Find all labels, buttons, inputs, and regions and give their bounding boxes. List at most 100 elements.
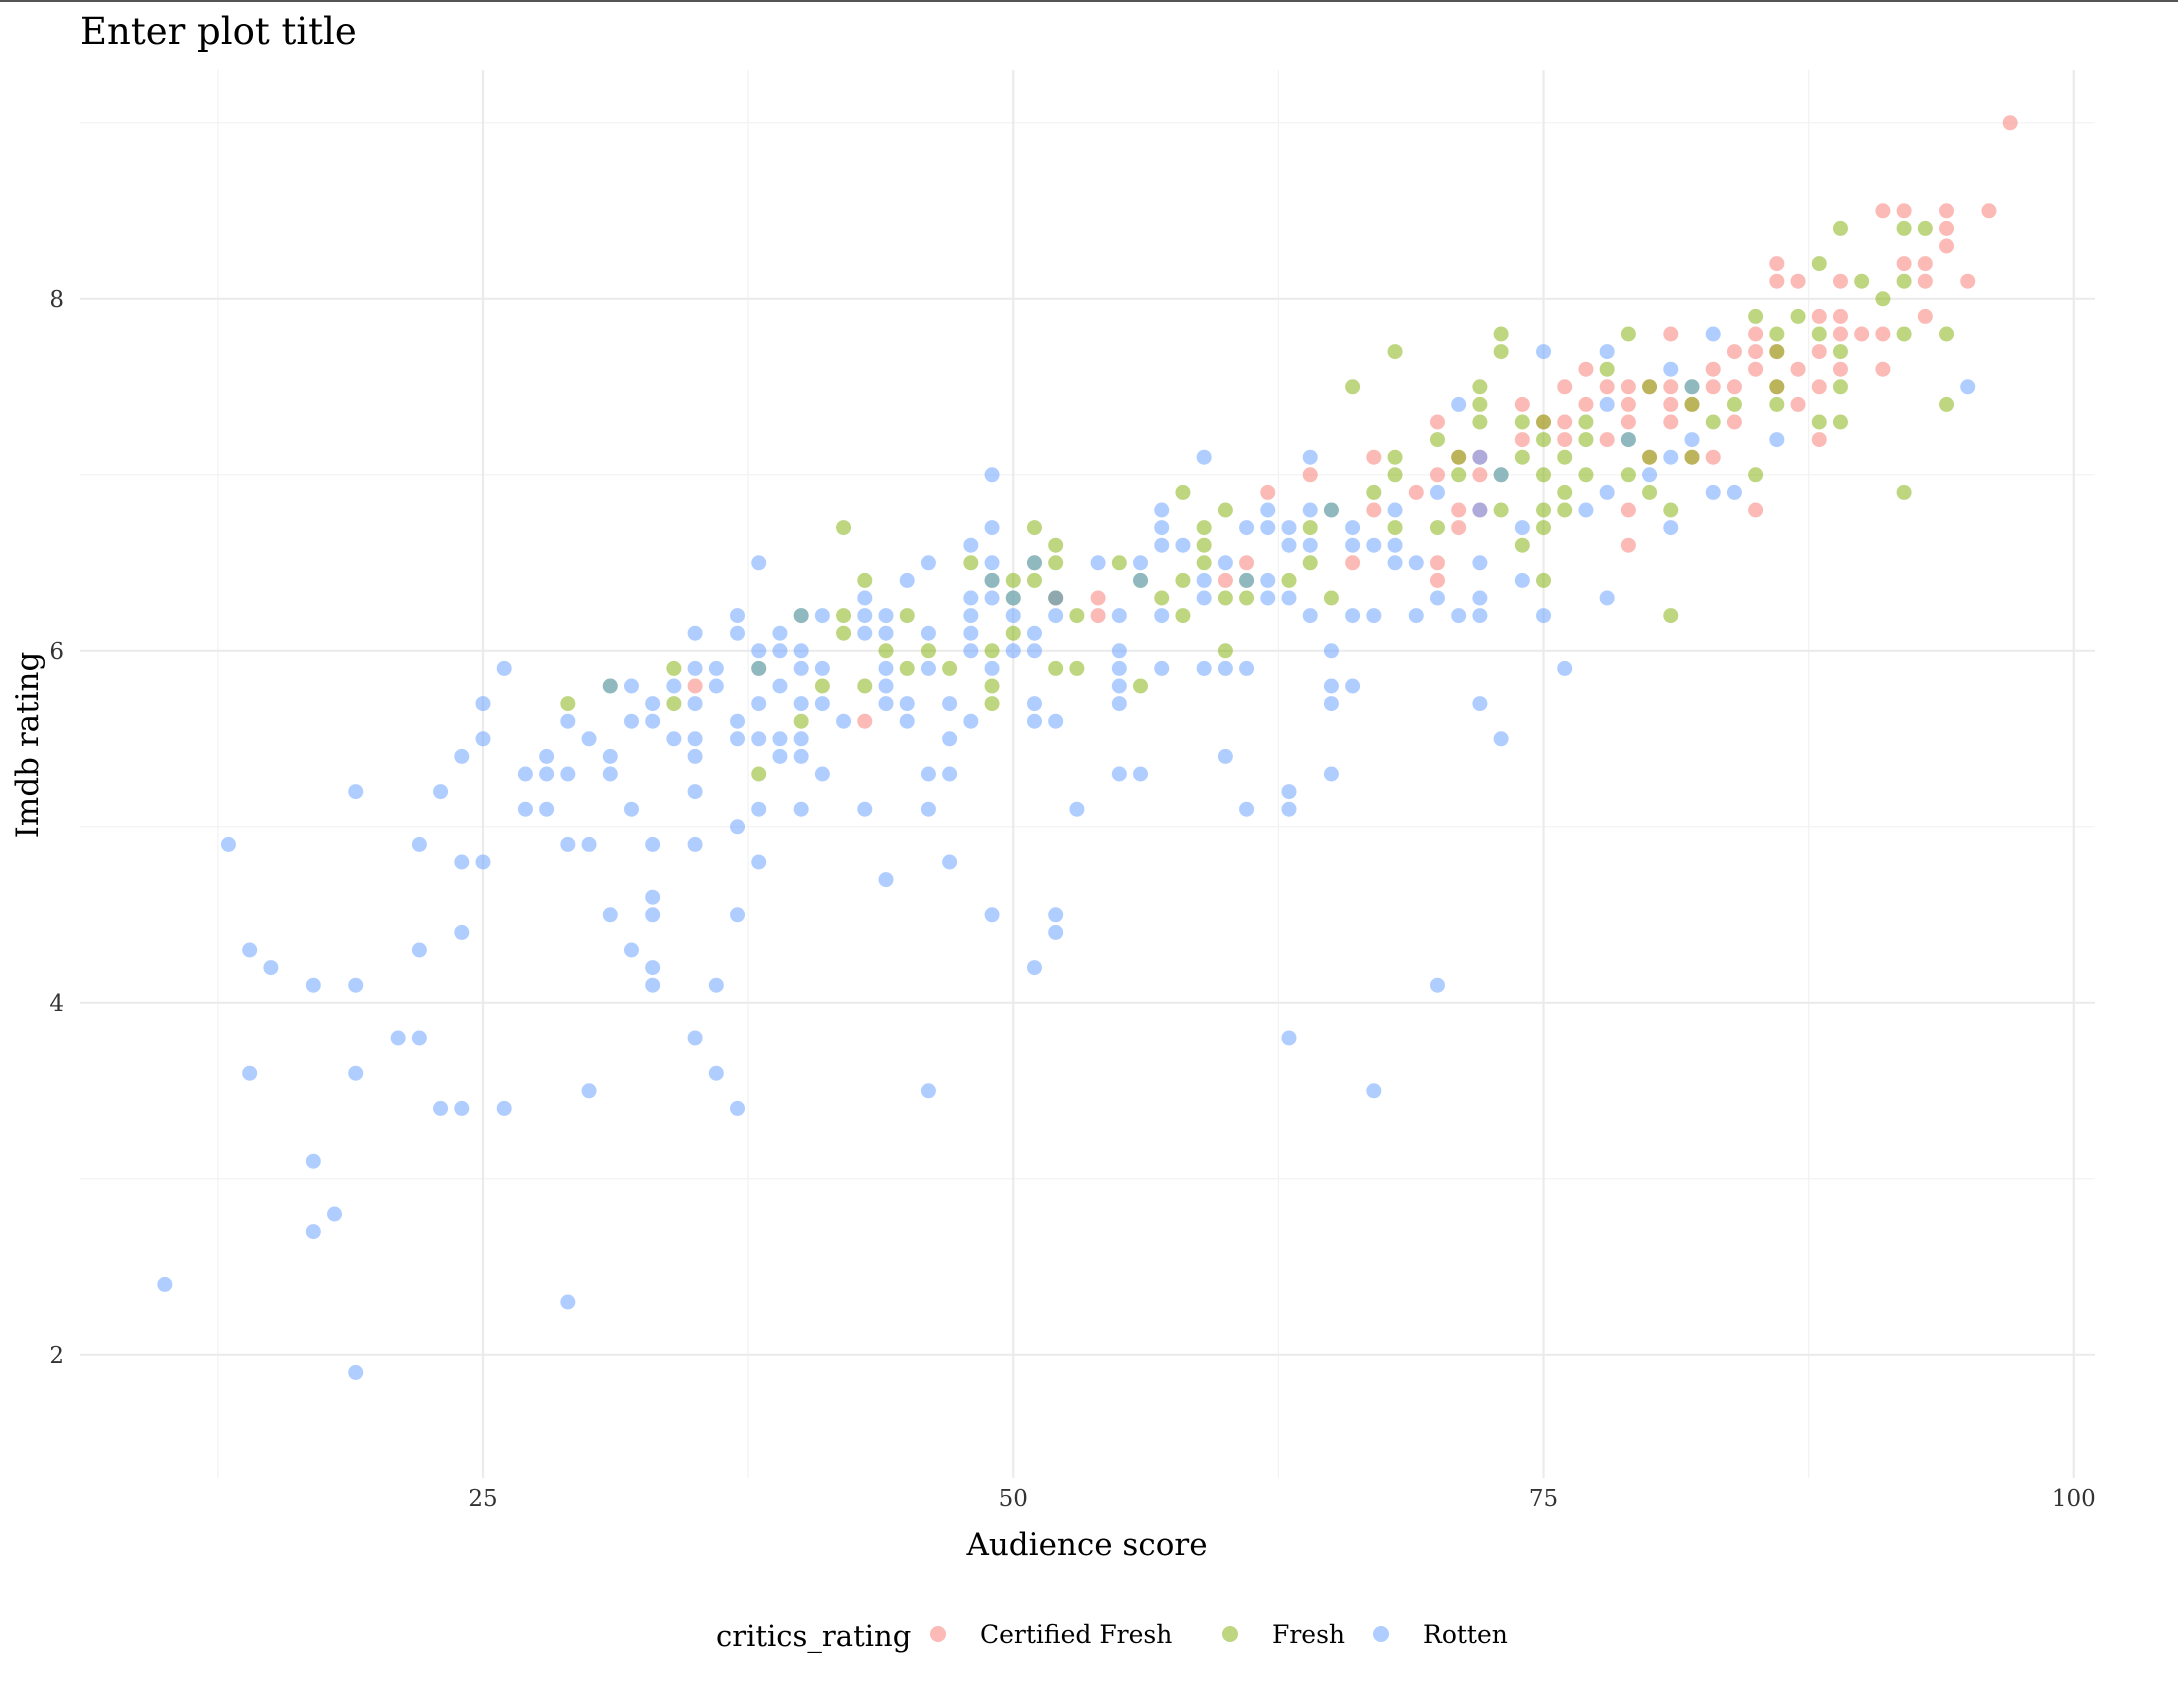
- point-rotten: [708, 678, 724, 694]
- point-rotten: [942, 731, 958, 747]
- point-fresh: [1536, 467, 1552, 483]
- point-rotten: [454, 748, 470, 764]
- point-fresh: [1536, 572, 1552, 588]
- point-certified-fresh: [1451, 520, 1467, 536]
- point-rotten: [1408, 555, 1424, 571]
- point-rotten: [963, 537, 979, 553]
- point-rotten: [1260, 572, 1276, 588]
- point-rotten: [602, 766, 618, 782]
- point-rotten: [793, 660, 809, 676]
- point-rotten: [1111, 678, 1127, 694]
- point-rotten: [623, 801, 639, 817]
- point-rotten: [751, 696, 767, 712]
- point-certified-fresh: [1599, 432, 1615, 448]
- point-fresh: [1217, 502, 1233, 518]
- point-rotten: [411, 1030, 427, 1046]
- point-rotten: [942, 766, 958, 782]
- point-rotten: [1154, 520, 1170, 536]
- point-certified-fresh: [1769, 273, 1785, 289]
- point-fresh: [1790, 308, 1806, 324]
- point-fresh: [1896, 326, 1912, 342]
- point-rotten: [751, 854, 767, 870]
- point-fresh: [1536, 520, 1552, 536]
- point-rotten: [1196, 572, 1212, 588]
- point-rotten: [539, 748, 555, 764]
- point-certified-fresh: [1663, 326, 1679, 342]
- point-rotten: [814, 660, 830, 676]
- point-fresh: [1939, 326, 1955, 342]
- point-fresh: [1175, 608, 1191, 624]
- point-rotten: [857, 625, 873, 641]
- point-certified-fresh: [1260, 484, 1276, 500]
- point-rotten: [1578, 502, 1594, 518]
- point-rotten: [1154, 608, 1170, 624]
- chart-title: Enter plot title: [80, 10, 357, 53]
- point-certified-fresh: [1239, 555, 1255, 571]
- point-fresh: [1748, 308, 1764, 324]
- point-fresh: [1196, 537, 1212, 553]
- point-rotten: [496, 660, 512, 676]
- x-axis-title: Audience score: [965, 1527, 1207, 1563]
- y-tick-label: 4: [49, 991, 64, 1017]
- point-certified-fresh: [1811, 379, 1827, 395]
- point-certified-fresh: [1090, 608, 1106, 624]
- point-fresh: [1726, 396, 1742, 412]
- point-rotten: [1323, 678, 1339, 694]
- point-rotten: [305, 1224, 321, 1240]
- point-fresh: [1026, 572, 1042, 588]
- point-fresh: [666, 696, 682, 712]
- point-fresh: [793, 713, 809, 729]
- point-rotten: [857, 801, 873, 817]
- point-certified-fresh: [1917, 273, 1933, 289]
- point-fresh: [1026, 520, 1042, 536]
- point-rotten: [857, 608, 873, 624]
- point-fresh: [1896, 484, 1912, 500]
- point-fresh: [1429, 520, 1445, 536]
- point-fresh: [942, 660, 958, 676]
- point-fresh: [1048, 660, 1064, 676]
- point-rotten: [1557, 660, 1573, 676]
- point-rotten: [814, 696, 830, 712]
- point-rotten: [687, 836, 703, 852]
- point-rotten: [348, 1364, 364, 1380]
- point-rotten: [1048, 713, 1064, 729]
- point-certified-fresh: [1578, 361, 1594, 377]
- point-rotten: [984, 555, 1000, 571]
- point-certified-fresh: [1811, 432, 1827, 448]
- point-fresh: [1281, 572, 1297, 588]
- point-fresh: [1451, 467, 1467, 483]
- point-fresh: [1557, 502, 1573, 518]
- point-fresh: [1832, 414, 1848, 430]
- point-rotten: [1281, 537, 1297, 553]
- point-rotten: [984, 590, 1000, 606]
- point-rotten: [623, 713, 639, 729]
- point-certified-fresh: [1090, 590, 1106, 606]
- point-rotten: [963, 608, 979, 624]
- point-rotten: [730, 1100, 746, 1116]
- point-rotten: [1620, 432, 1636, 448]
- point-rotten: [1472, 502, 1488, 518]
- point-fresh: [1854, 273, 1870, 289]
- point-rotten: [1026, 625, 1042, 641]
- point-fresh: [814, 678, 830, 694]
- point-rotten: [1323, 502, 1339, 518]
- point-rotten: [687, 696, 703, 712]
- legend-label-fresh: Fresh: [1272, 1620, 1345, 1649]
- legend-label-rotten: Rotten: [1423, 1620, 1508, 1649]
- point-rotten: [878, 608, 894, 624]
- legend-label-certified-fresh: Certified Fresh: [980, 1620, 1172, 1649]
- point-fresh: [963, 555, 979, 571]
- point-fresh: [1536, 414, 1552, 430]
- point-rotten: [1472, 590, 1488, 606]
- point-rotten: [1345, 520, 1361, 536]
- point-fresh: [1493, 326, 1509, 342]
- point-rotten: [1111, 696, 1127, 712]
- point-rotten: [602, 907, 618, 923]
- point-certified-fresh: [1875, 203, 1891, 219]
- point-rotten: [1387, 555, 1403, 571]
- point-rotten: [772, 731, 788, 747]
- point-fresh: [1557, 449, 1573, 465]
- point-fresh: [1175, 484, 1191, 500]
- point-fresh: [1302, 555, 1318, 571]
